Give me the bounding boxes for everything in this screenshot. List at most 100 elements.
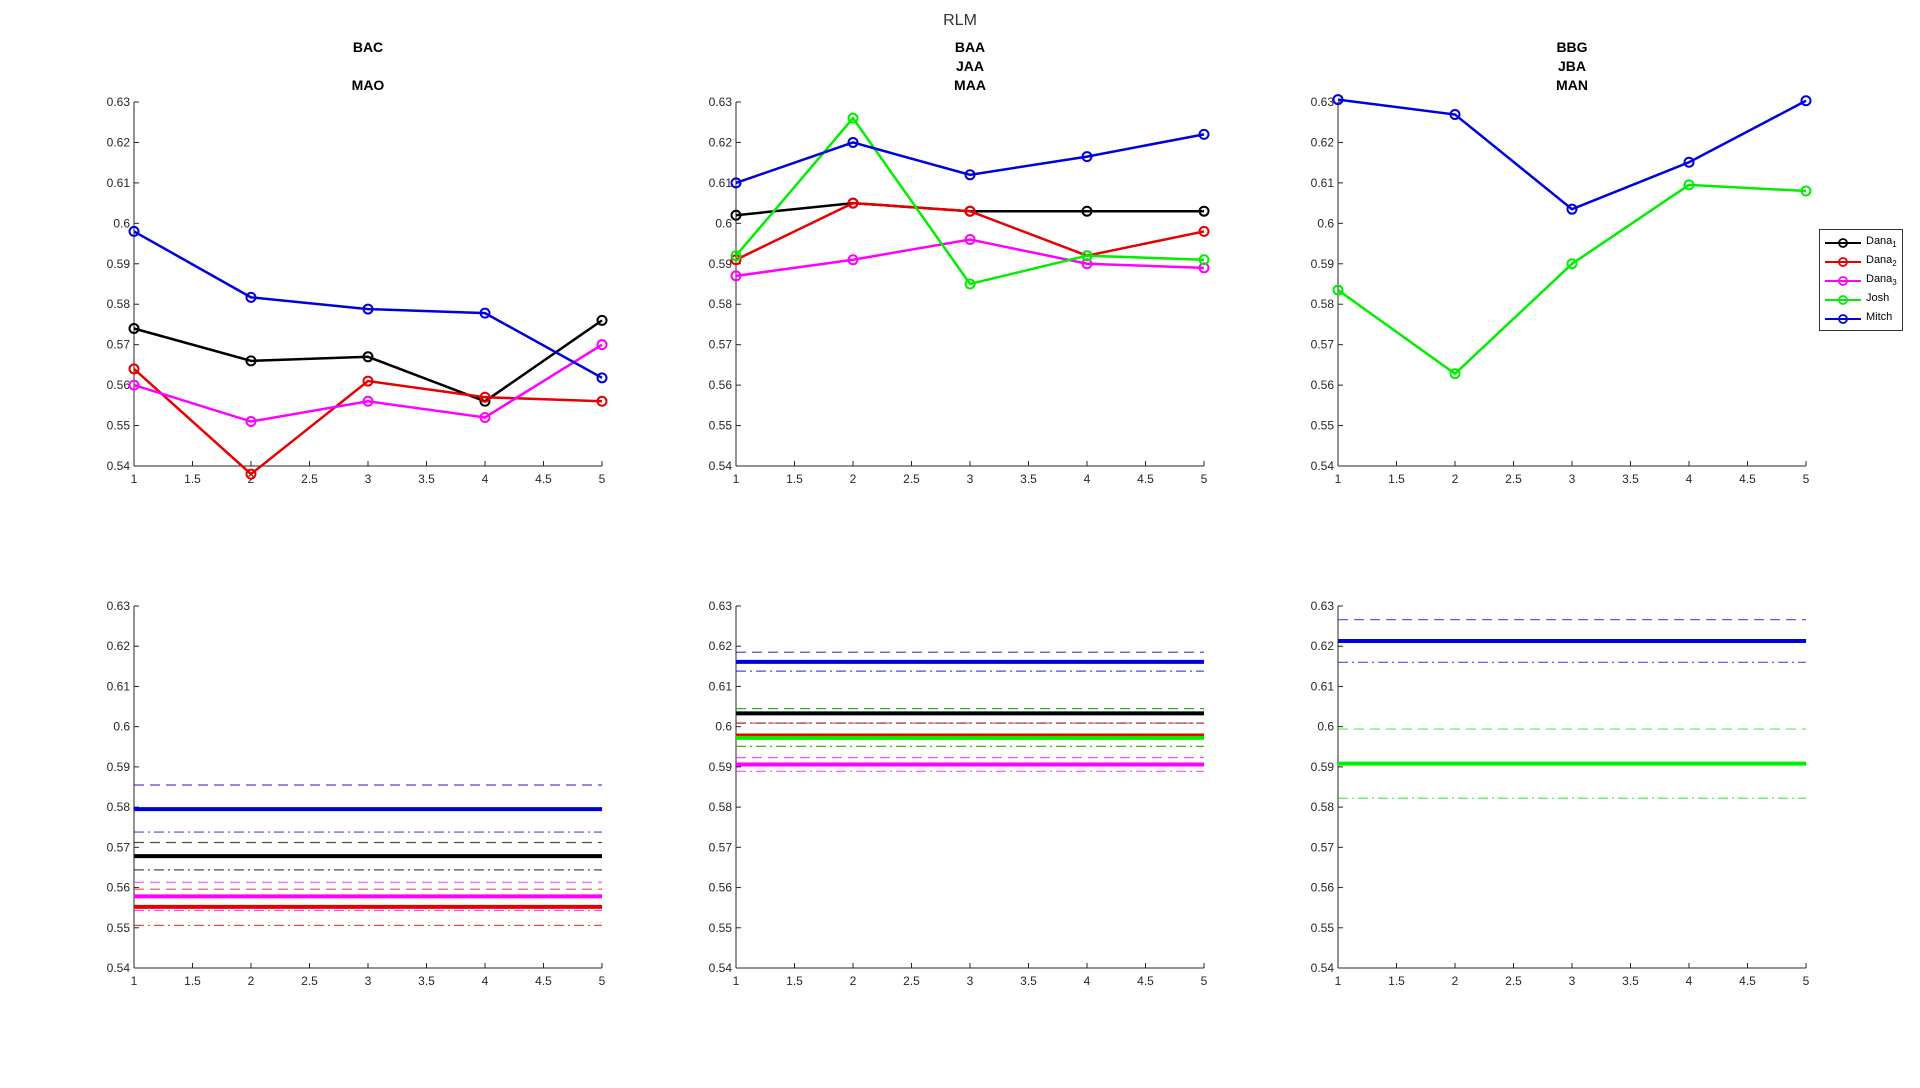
- x-tick-label: 3: [967, 974, 974, 988]
- y-tick-label: 0.63: [709, 95, 733, 109]
- x-tick-label: 4: [1084, 472, 1091, 486]
- data-point-Josh: [1566, 258, 1578, 270]
- figure-title: RLM: [943, 12, 977, 29]
- data-point-Mitch: [1800, 95, 1812, 107]
- y-tick-label: 0.59: [709, 760, 733, 774]
- series-line-Dana1: [735, 201, 1204, 217]
- legend-swatch: [1825, 314, 1861, 324]
- x-tick-label: 4: [1686, 472, 1693, 486]
- data-point-Dana2: [964, 205, 976, 217]
- y-tick-label: 0.59: [1311, 257, 1335, 271]
- data-point-Josh: [1449, 368, 1461, 380]
- legend-item-Josh: Josh: [1820, 291, 1904, 309]
- legend-label-subscript: 3: [1892, 278, 1897, 288]
- x-tick-label: 2.5: [301, 472, 318, 486]
- subplot-2: 0.54 0.55 0.56 0.57 0.58 0.59 0.6 0.61 0.62 0.63 1…: [709, 95, 1210, 486]
- y-tick-label: 0.6: [1317, 720, 1334, 734]
- data-point-Josh: [730, 250, 742, 262]
- data-point-Josh: [964, 278, 976, 290]
- data-point-Dana2: [128, 363, 140, 375]
- x-tick-label: 1.5: [184, 472, 201, 486]
- data-point-Josh: [1800, 185, 1812, 197]
- data-point-Josh: [1081, 250, 1093, 262]
- y-tick-label: 0.55: [107, 921, 131, 935]
- x-tick-label: 2.5: [1505, 974, 1522, 988]
- y-tick-label: 0.54: [107, 961, 131, 975]
- x-tick-label: 4.5: [1739, 974, 1756, 988]
- subplot-1: 0.54 0.55 0.56 0.57 0.58 0.59 0.6 0.61 0.62 0.63 1…: [107, 95, 608, 486]
- y-tick-label: 0.6: [715, 720, 732, 734]
- legend-label-subscript: 2: [1892, 259, 1897, 269]
- legend-swatch: [1825, 257, 1861, 267]
- subplot-title-line: MAN: [1556, 77, 1588, 93]
- y-tick-label: 0.55: [1311, 921, 1335, 935]
- y-tick-label: 0.56: [709, 378, 733, 392]
- y-tick-label: 0.56: [107, 881, 131, 895]
- x-tick-label: 4.5: [1137, 472, 1154, 486]
- legend-label-subscript: 1: [1892, 240, 1897, 250]
- x-tick-label: 4.5: [535, 472, 552, 486]
- y-tick-label: 0.62: [1311, 135, 1335, 149]
- x-tick-label: 2.5: [1505, 472, 1522, 486]
- x-tick-label: 2.5: [301, 974, 318, 988]
- y-tick-label: 0.61: [107, 679, 131, 693]
- data-point-Dana1: [362, 351, 374, 363]
- legend-swatch-marker: [1838, 276, 1848, 286]
- y-tick-label: 0.59: [709, 257, 733, 271]
- y-tick-label: 0.55: [1311, 419, 1335, 433]
- data-point-Dana3: [362, 395, 374, 407]
- series-line-Dana3: [735, 238, 1205, 278]
- x-tick-label: 3.5: [1020, 974, 1037, 988]
- x-tick-label: 5: [1201, 472, 1208, 486]
- data-point-Dana1: [596, 314, 608, 326]
- data-point-Dana1: [128, 322, 140, 334]
- data-point-Mitch: [245, 291, 257, 303]
- y-tick-label: 0.57: [709, 840, 733, 854]
- y-tick-label: 0.58: [107, 800, 131, 814]
- y-tick-label: 0.55: [709, 921, 733, 935]
- series-line-Dana1: [133, 319, 603, 403]
- data-point-Dana2: [362, 375, 374, 387]
- y-tick-label: 0.54: [709, 961, 733, 975]
- x-tick-label: 5: [599, 472, 606, 486]
- x-tick-label: 2: [1452, 974, 1459, 988]
- y-tick-label: 0.59: [107, 257, 131, 271]
- x-tick-label: 1: [1335, 974, 1342, 988]
- x-tick-label: 4.5: [535, 974, 552, 988]
- x-tick-label: 2.5: [903, 472, 920, 486]
- x-tick-label: 5: [1803, 974, 1810, 988]
- x-tick-label: 1.5: [184, 974, 201, 988]
- x-tick-label: 2.5: [903, 974, 920, 988]
- legend-item-Mitch: Mitch: [1820, 310, 1904, 328]
- subplot-3: 0.54 0.55 0.56 0.57 0.58 0.59 0.6 0.61 0.62 0.63 1…: [1311, 94, 1812, 486]
- data-point-Josh: [1198, 254, 1210, 266]
- y-tick-label: 0.54: [1311, 459, 1335, 473]
- x-tick-label: 4: [482, 974, 489, 988]
- subplot-title: BAA JAA MAA: [736, 38, 1204, 95]
- x-tick-label: 3.5: [1020, 472, 1037, 486]
- legend-swatch-marker: [1838, 257, 1848, 267]
- series-line-Josh: [1337, 183, 1807, 376]
- y-tick-label: 0.62: [1311, 639, 1335, 653]
- legend: Dana1 Dana2 Dana3 Josh Mitch: [1819, 229, 1903, 331]
- data-point-Mitch: [1566, 203, 1578, 215]
- y-tick-label: 0.58: [709, 800, 733, 814]
- data-point-Dana2: [479, 391, 491, 403]
- legend-label: Dana3: [1866, 273, 1897, 288]
- subplot-title-line: JAA: [955, 58, 984, 74]
- data-point-Dana2: [847, 197, 859, 209]
- y-tick-label: 0.62: [107, 639, 131, 653]
- y-tick-label: 0.61: [709, 176, 733, 190]
- y-tick-label: 0.63: [1311, 95, 1335, 109]
- subplot-title-line: BAA: [954, 39, 986, 55]
- legend-label: Josh: [1866, 292, 1890, 304]
- y-tick-label: 0.6: [113, 216, 130, 230]
- y-tick-label: 0.58: [709, 297, 733, 311]
- x-tick-label: 1: [733, 472, 740, 486]
- legend-label: Dana2: [1866, 254, 1897, 269]
- y-tick-label: 0.57: [709, 338, 733, 352]
- x-tick-label: 1: [1335, 472, 1342, 486]
- y-tick-label: 0.59: [107, 760, 131, 774]
- x-tick-label: 1.5: [786, 472, 803, 486]
